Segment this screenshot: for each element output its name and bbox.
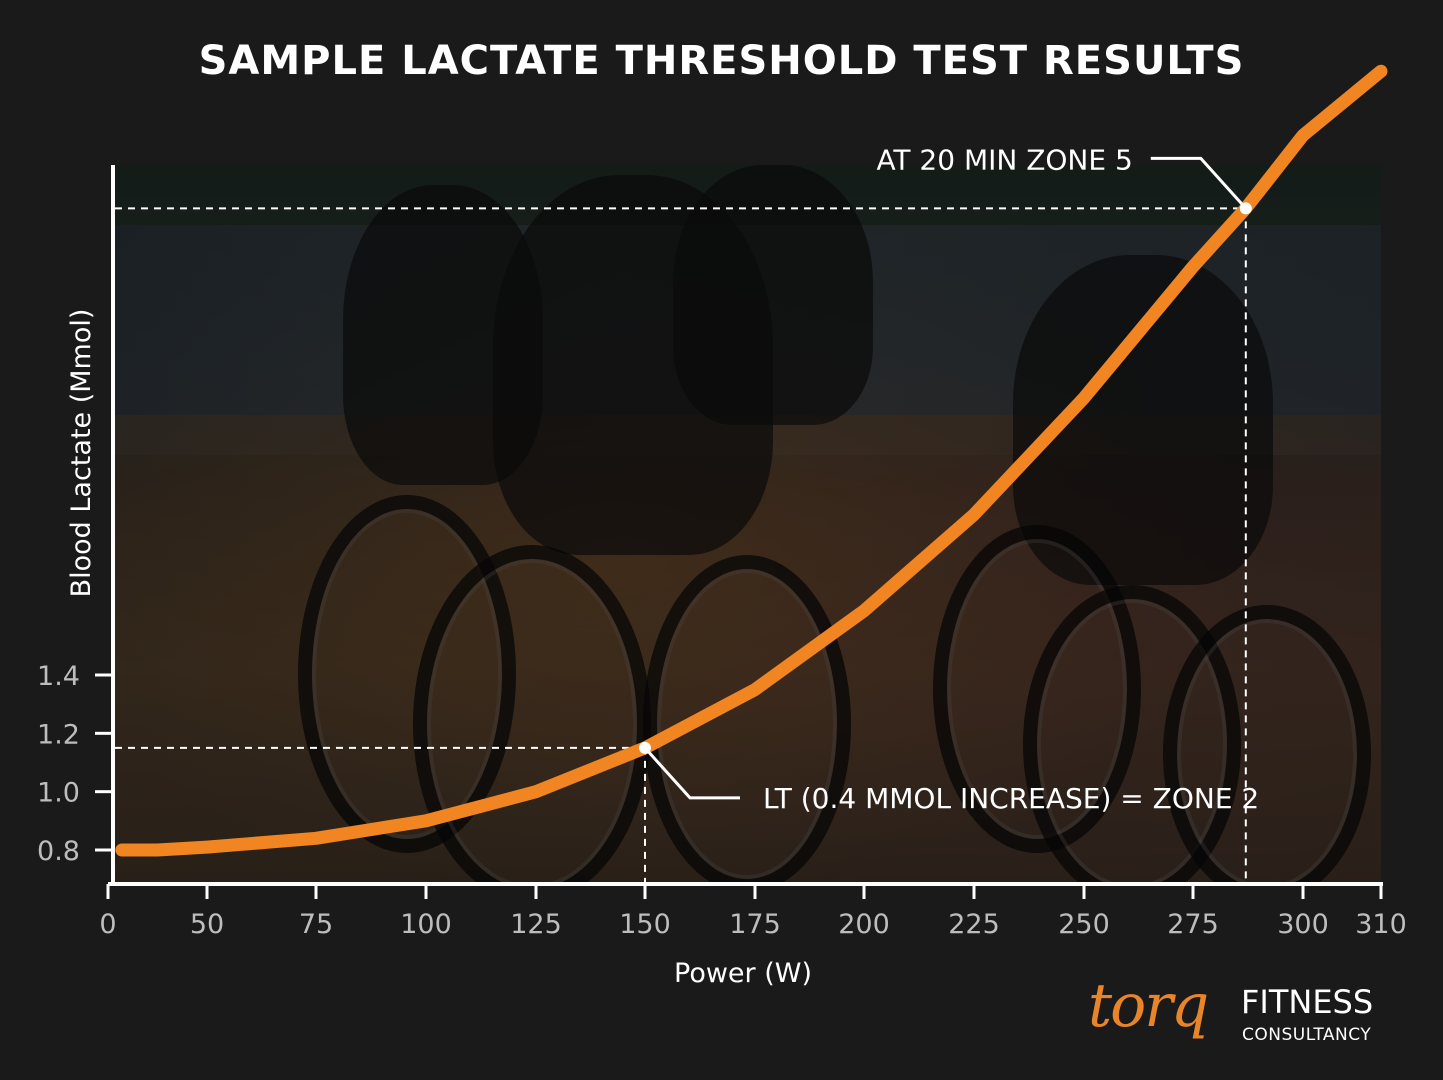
annotation-label: AT 20 MIN ZONE 5: [876, 143, 1132, 176]
x-ticks: 0 50 75 100 125 150 175 200 225 250 275 300 310: [99, 884, 1407, 940]
lactate-curve: [115, 64, 1388, 857]
cycling-background-photo: [113, 165, 1381, 882]
logo-fitness-text: FITNESS: [1241, 983, 1374, 1021]
y-tick-label: 1.0: [37, 778, 80, 809]
x-axis-label: Power (W): [674, 958, 812, 989]
y-tick-label: 0.8: [37, 836, 80, 867]
logo-consultancy-text: CONSULTANCY: [1242, 1025, 1372, 1045]
x-tick-label: 200: [838, 909, 890, 940]
y-tick-label: 1.2: [37, 719, 80, 750]
x-tick-label: 100: [400, 909, 452, 940]
annotation-leader-line: [1150, 156, 1247, 210]
torq-logo: torq FITNESS CONSULTANCY: [1088, 971, 1398, 1055]
y-ticks: 0.8 1.0 1.2 1.4: [37, 661, 111, 867]
x-tick-label: 125: [510, 909, 562, 940]
logo-brand: torq: [1088, 971, 1209, 1041]
reference-lines: [115, 207, 1247, 882]
photo-shade: [113, 165, 1381, 882]
x-tick-label: 300: [1277, 909, 1329, 940]
x-tick-label: 310: [1355, 909, 1407, 940]
x-tick-label: 175: [729, 909, 781, 940]
x-tick-label: 250: [1058, 909, 1110, 940]
annotation-leader-line: [643, 746, 740, 800]
annotation-label: LT (0.4 MMOL INCREASE) = ZONE 2: [763, 782, 1259, 815]
x-tick-label: 50: [190, 909, 224, 940]
chart-title: SAMPLE LACTATE THRESHOLD TEST RESULTS: [198, 38, 1245, 84]
x-tick-label: 150: [619, 909, 671, 940]
annotations: LT (0.4 MMOL INCREASE) = ZONE 2 AT 20 MIN…: [639, 143, 1259, 815]
x-tick-label: 75: [299, 909, 333, 940]
y-tick-label: 1.4: [37, 661, 80, 692]
x-tick-label: 275: [1167, 909, 1219, 940]
x-tick-label: 0: [99, 909, 116, 940]
y-axis-label: Blood Lactate (Mmol): [66, 309, 97, 598]
x-tick-label: 225: [948, 909, 1000, 940]
